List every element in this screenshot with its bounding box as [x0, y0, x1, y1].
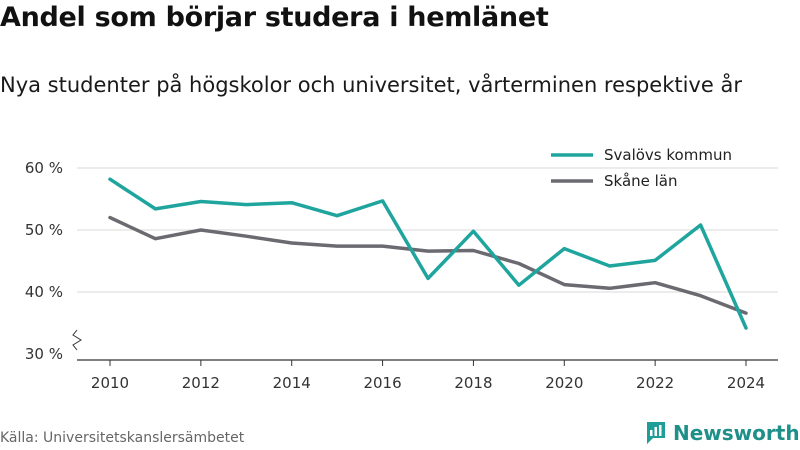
- brand-name: Newsworthy: [673, 421, 800, 445]
- series-lines: [108, 177, 748, 330]
- chart-subtitle: Nya studenter på högskolor och universit…: [0, 73, 742, 97]
- x-tick-label: 2014: [273, 374, 311, 392]
- line-chart: 30 % 40 % 50 % 60 % 2010 2012 2014 2016 2018 2020…: [25, 146, 778, 392]
- newsworthy-logo-icon: [647, 422, 665, 444]
- y-tick-label: 40 %: [25, 283, 63, 301]
- axis-break-icon: [72, 329, 82, 351]
- series-line-skåne-län: [108, 215, 748, 315]
- legend-label: Skåne län: [604, 172, 678, 190]
- brand-logo: Newsworthy: [645, 420, 800, 446]
- x-tick-label: 2010: [91, 374, 129, 392]
- chart-title: Andel som börjar studera i hemlänet: [0, 2, 549, 33]
- x-tick-label: 2018: [454, 374, 492, 392]
- legend: Svalövs kommun Skåne län: [551, 146, 732, 190]
- y-tick-label: 60 %: [25, 159, 63, 177]
- source-note: Källa: Universitetskanslersämbetet: [0, 430, 245, 446]
- x-tick-label: 2016: [363, 374, 401, 392]
- legend-label: Svalövs kommun: [604, 146, 732, 164]
- y-tick-label: 30 %: [25, 345, 63, 363]
- axes: 30 % 40 % 50 % 60 % 2010 2012 2014 2016 2018 2020…: [25, 159, 778, 392]
- x-tick-label: 2024: [727, 374, 765, 392]
- x-tick-label: 2020: [545, 374, 583, 392]
- y-tick-label: 50 %: [25, 221, 63, 239]
- series-line-svalövs-kommun: [108, 177, 748, 330]
- x-tick-label: 2022: [636, 374, 674, 392]
- x-tick-label: 2012: [182, 374, 220, 392]
